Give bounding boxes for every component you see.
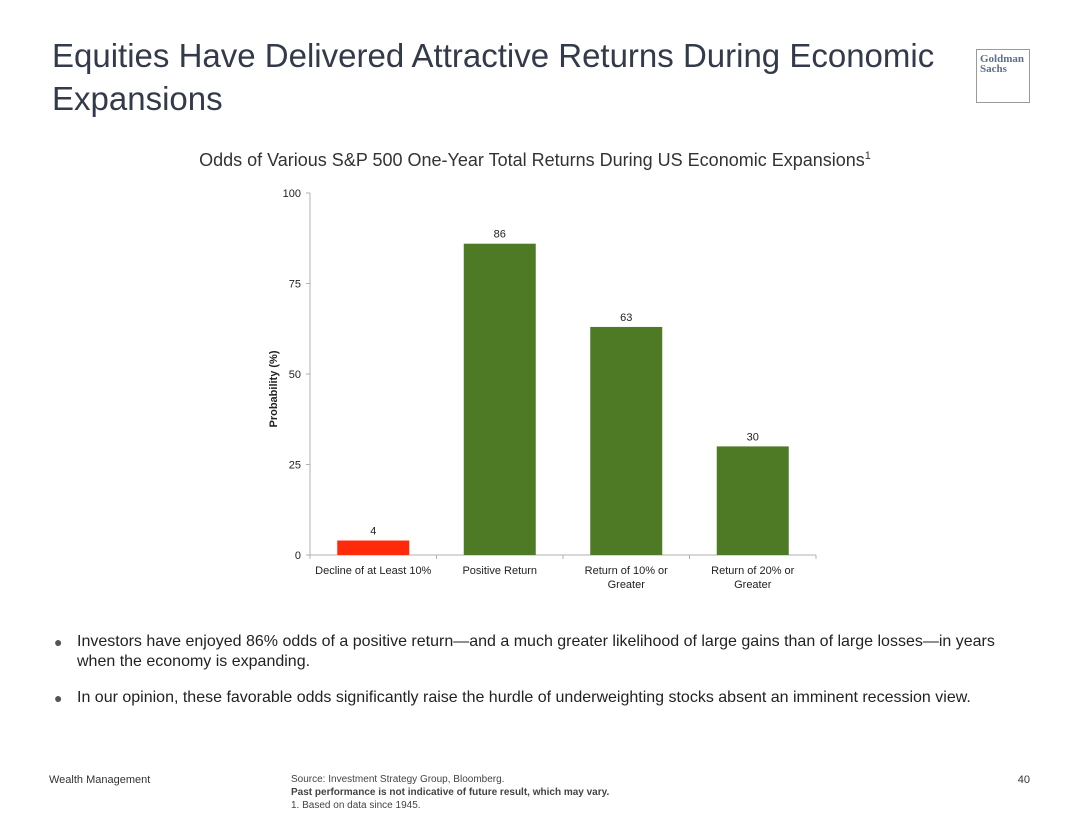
chart-title-text: Odds of Various S&P 500 One-Year Total R…	[199, 150, 865, 170]
y-tick-label: 75	[289, 279, 301, 291]
x-tick-label: Positive Return	[462, 565, 537, 577]
bullet-text: Investors have enjoyed 86% odds of a pos…	[77, 633, 995, 670]
bullet-dot-icon: ●	[54, 634, 63, 650]
chart-title: Odds of Various S&P 500 One-Year Total R…	[0, 150, 1070, 171]
bullet-item: ● In our opinion, these favorable odds si…	[52, 688, 1027, 708]
chart-title-footnote-mark: 1	[864, 150, 871, 162]
data-label: 63	[620, 312, 632, 324]
bullet-list: ● Investors have enjoyed 86% odds of a po…	[52, 632, 1027, 724]
y-tick-label: 50	[289, 369, 301, 381]
slide-title: Equities Have Delivered Attractive Retur…	[52, 37, 935, 117]
data-label: 86	[494, 229, 506, 241]
footer-notes: Source: Investment Strategy Group, Bloom…	[291, 773, 609, 812]
data-label: 4	[370, 526, 376, 538]
x-tick-label: Greater	[608, 579, 646, 591]
logo-line-1: Goldman	[980, 53, 1025, 65]
bullet-dot-icon: ●	[54, 690, 63, 706]
footer-division: Wealth Management	[49, 774, 151, 786]
bullet-item: ● Investors have enjoyed 86% odds of a po…	[52, 632, 1027, 672]
x-tick-label: Decline of at Least 10%	[315, 565, 431, 577]
data-label: 30	[747, 431, 759, 443]
footer-footnote: 1. Based on data since 1945.	[291, 800, 421, 811]
bar	[337, 540, 410, 555]
x-tick-label: Return of 10% or	[585, 565, 668, 577]
x-tick-label: Return of 20% or	[711, 565, 794, 577]
bar-chart: 0 25 50 75 100 Probability (%) 4 Decline of at …	[268, 188, 817, 591]
y-tick-label: 25	[289, 460, 301, 472]
bullet-text: In our opinion, these favorable odds sig…	[77, 689, 971, 706]
footer-source: Source: Investment Strategy Group, Bloom…	[291, 774, 505, 785]
y-tick-label: 100	[283, 188, 301, 200]
bar	[590, 326, 663, 555]
bar	[716, 446, 789, 555]
x-tick-label: Greater	[734, 579, 772, 591]
y-tick-label: 0	[295, 550, 301, 562]
bar	[463, 243, 536, 555]
y-axis-label: Probability (%)	[268, 350, 280, 427]
logo-line-2: Sachs	[980, 63, 1007, 75]
page-number: 40	[1017, 774, 1030, 786]
footer-disclaimer: Past performance is not indicative of fu…	[291, 787, 610, 798]
goldman-sachs-logo: Goldman Sachs	[976, 49, 1030, 103]
